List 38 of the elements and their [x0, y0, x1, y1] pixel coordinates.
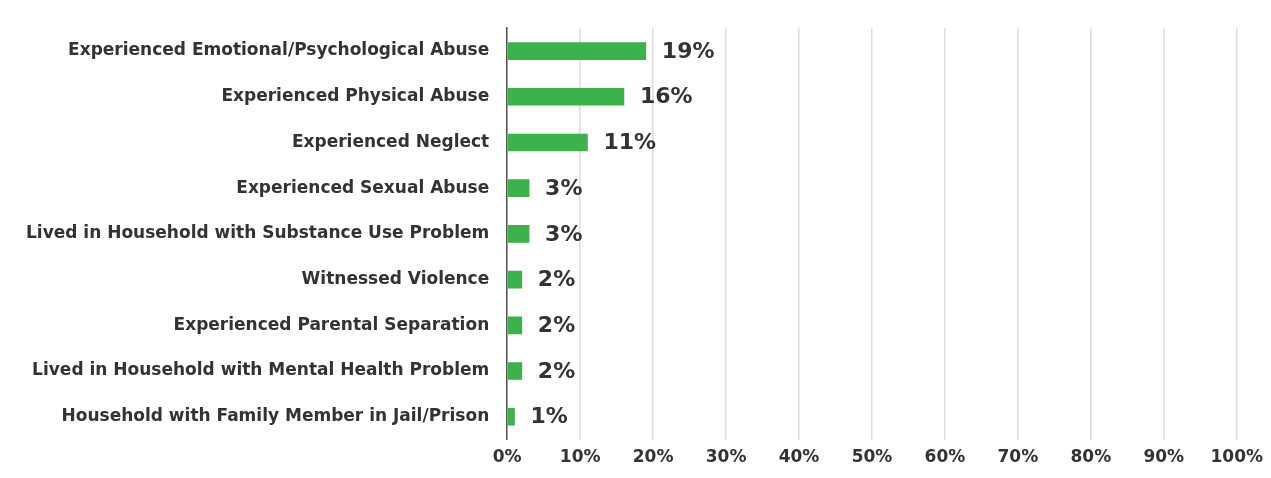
y-tick-label: Lived in Household with Substance Use Problem	[26, 222, 490, 243]
bar	[507, 316, 523, 335]
bar	[507, 362, 523, 380]
x-tick-label: 10%	[559, 446, 601, 467]
y-tick-label: Experienced Physical Abuse	[221, 85, 490, 106]
y-tick-label: Experienced Neglect	[291, 130, 490, 151]
data-label: 2%	[537, 266, 576, 292]
bar	[507, 407, 515, 426]
data-label: 11%	[603, 129, 657, 155]
data-label: 3%	[545, 220, 583, 246]
y-tick-label: Witnessed Violence	[301, 268, 490, 289]
x-tick-label: 100%	[1210, 446, 1264, 467]
x-tick-label: 60%	[924, 446, 966, 467]
data-label: 2%	[537, 357, 576, 383]
y-tick-label: Experienced Parental Separation	[173, 313, 490, 334]
bar	[507, 133, 588, 152]
y-tick-label: Experienced Sexual Abuse	[236, 176, 490, 197]
x-tick-label: 50%	[851, 446, 893, 467]
data-label: 1%	[530, 403, 568, 429]
data-label: 2%	[537, 312, 576, 338]
bar	[507, 42, 647, 60]
y-tick-label: Experienced Emotional/Psychological Abuse	[68, 39, 490, 60]
data-label: 19%	[661, 37, 715, 63]
y-tick-label: Lived in Household with Mental Health Problem	[32, 359, 490, 380]
bar	[507, 225, 530, 243]
bar	[507, 179, 530, 198]
x-tick-label: 80%	[1070, 446, 1112, 467]
y-tick-label: Household with Family Member in Jail/Prison	[61, 405, 490, 426]
x-tick-label: 30%	[705, 446, 747, 467]
data-label: 3%	[545, 174, 583, 200]
bar	[507, 270, 523, 289]
x-tick-label: 20%	[632, 446, 674, 467]
x-tick-label: 0%	[492, 446, 522, 467]
x-tick-label: 40%	[778, 446, 820, 467]
x-tick-label: 90%	[1143, 446, 1185, 467]
bar	[507, 87, 625, 106]
x-tick-label: 70%	[997, 446, 1039, 467]
data-label: 16%	[639, 83, 693, 109]
